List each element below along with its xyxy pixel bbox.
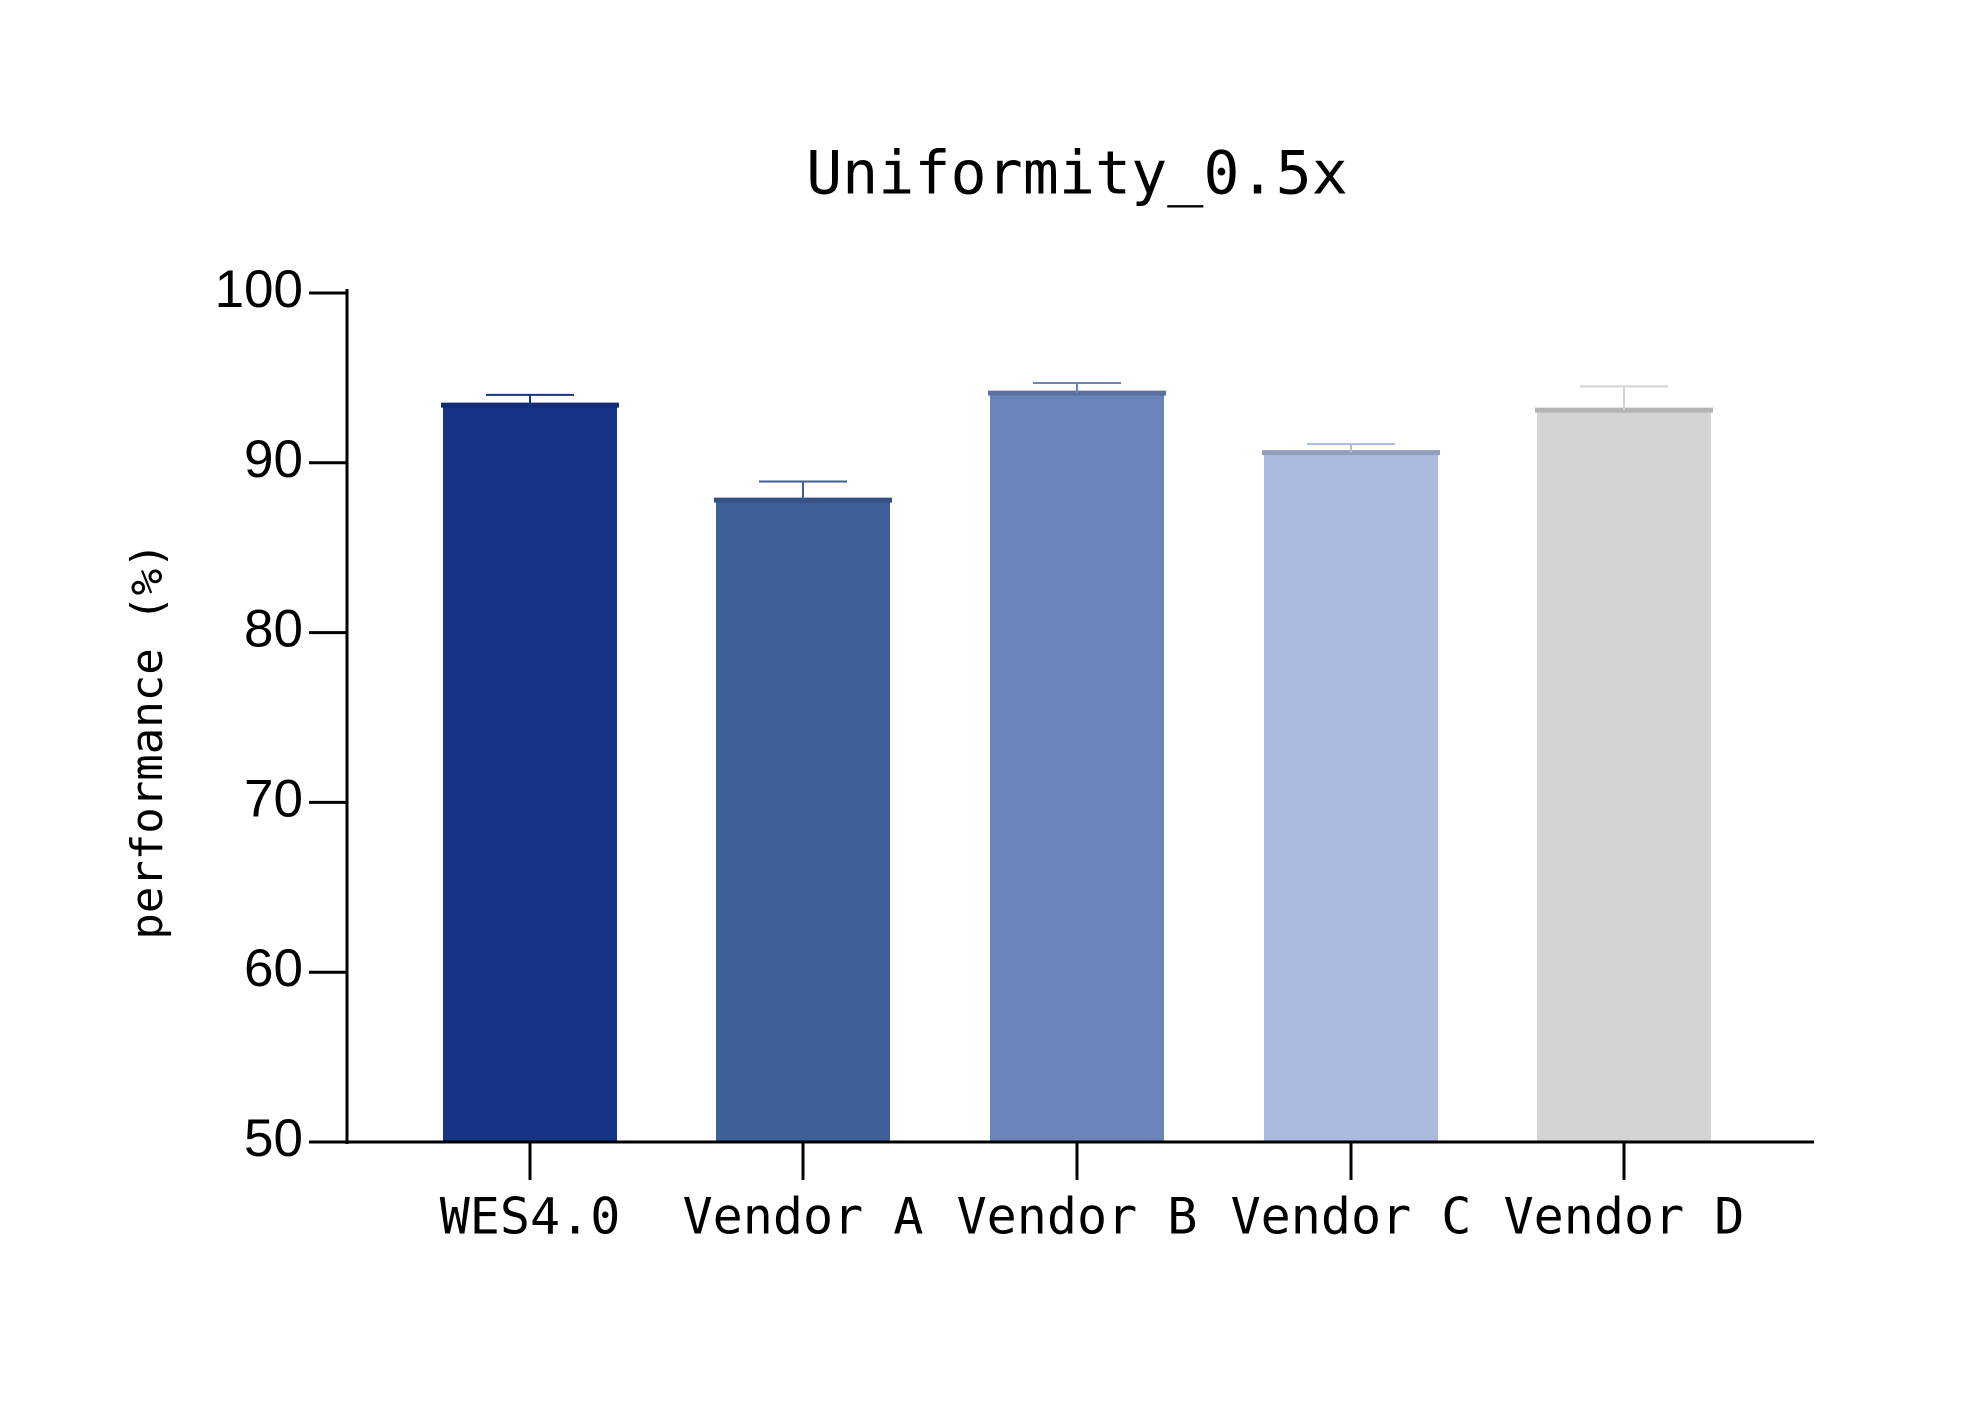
bar	[1537, 410, 1711, 1142]
chart-title: Uniformity_0.5x	[806, 139, 1348, 209]
bar	[1264, 452, 1438, 1142]
x-tick-label: Vendor B	[957, 1188, 1198, 1246]
error-bar	[1307, 443, 1395, 453]
error-bar	[1033, 381, 1121, 394]
y-tick-label: 80	[244, 600, 303, 659]
x-tick-label: Vendor C	[1231, 1188, 1472, 1246]
x-tick-label: Vendor A	[683, 1188, 924, 1246]
error-bar	[486, 393, 574, 406]
error-bar	[759, 480, 847, 501]
bar	[443, 405, 617, 1142]
y-tick-label: 50	[244, 1109, 303, 1168]
x-tick-label: Vendor D	[1504, 1188, 1745, 1246]
error-bar	[1580, 385, 1668, 411]
y-axis-label: performance (%)	[122, 542, 173, 939]
bar	[990, 393, 1164, 1142]
bar	[716, 500, 890, 1142]
y-tick-label: 100	[215, 260, 303, 319]
y-tick-label: 70	[244, 769, 303, 828]
y-tick-label: 90	[244, 430, 303, 489]
x-tick-label: WES4.0	[440, 1188, 621, 1246]
y-tick-label: 60	[244, 939, 303, 998]
